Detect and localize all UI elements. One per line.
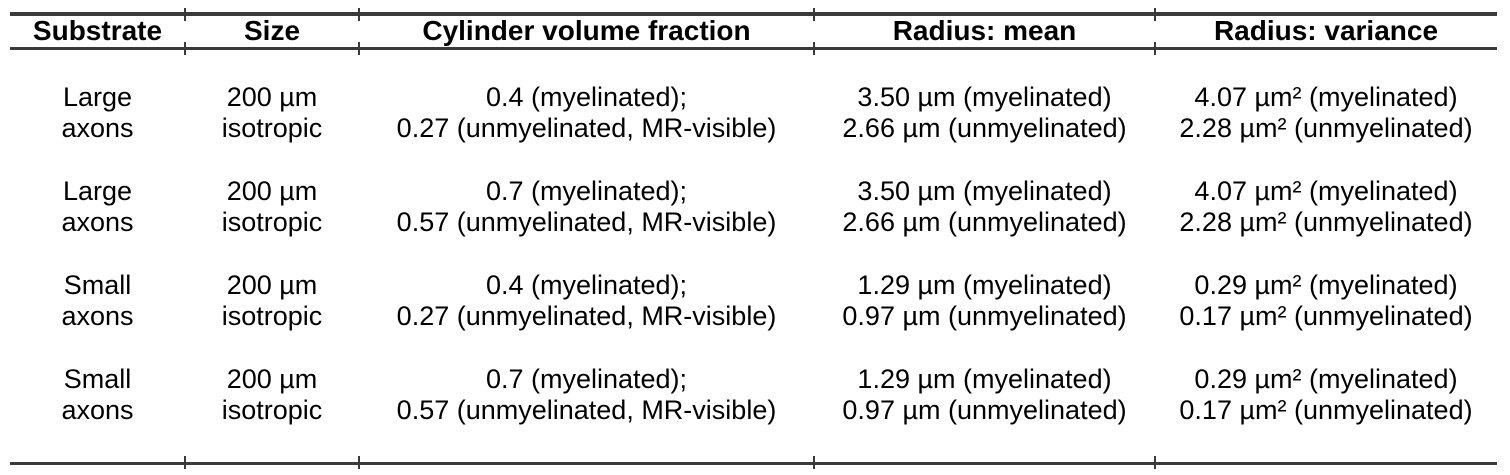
table-row: Large axons 200 µm isotropic 0.7 (myelin… [10, 176, 1497, 238]
cell-line: 0.17 µm² (unmyelinated) [1179, 395, 1473, 425]
table-row: Small axons 200 µm isotropic 0.4 (myelin… [10, 270, 1497, 332]
table-row: Small axons 200 µm isotropic 0.7 (myelin… [10, 364, 1497, 426]
cell-substrate: Large axons [10, 82, 185, 144]
column-header-radius-variance: Radius: variance [1213, 15, 1439, 46]
cell-line: 0.57 (unmyelinated, MR-visible) [396, 207, 777, 237]
column-separator-tick [813, 8, 815, 21]
cell-line: Small [63, 270, 132, 300]
column-header-substrate: Substrate [32, 15, 163, 46]
cell-line: isotropic [221, 207, 323, 237]
cell-radius-variance: 0.29 µm² (myelinated) 0.17 µm² (unmyelin… [1155, 270, 1497, 332]
cell-radius-variance: 0.29 µm² (myelinated) 0.17 µm² (unmyelin… [1155, 364, 1497, 426]
cell-radius-mean: 1.29 µm (myelinated) 0.97 µm (unmyelinat… [814, 364, 1155, 426]
cell-line: 0.4 (myelinated); [485, 270, 688, 300]
cell-radius-mean: 3.50 µm (myelinated) 2.66 µm (unmyelinat… [814, 176, 1155, 238]
column-header-size: Size [243, 15, 301, 46]
column-separator-tick [184, 8, 186, 21]
table-bottom-rule [10, 462, 1497, 465]
cell-cylinder-volume-fraction: 0.4 (myelinated); 0.27 (unmyelinated, MR… [359, 82, 814, 144]
cell-line: axons [61, 301, 134, 331]
cell-line: 0.4 (myelinated); [485, 82, 688, 112]
column-separator-tick [1154, 8, 1156, 21]
cell-line: 0.27 (unmyelinated, MR-visible) [396, 301, 777, 331]
cell-cylinder-volume-fraction: 0.4 (myelinated); 0.27 (unmyelinated, MR… [359, 270, 814, 332]
column-separator-tick [184, 456, 186, 469]
table-top-rule [10, 12, 1497, 16]
cell-line: 0.97 µm (unmyelinated) [842, 301, 1127, 331]
cell-line: 2.28 µm² (unmyelinated) [1179, 207, 1473, 237]
cell-radius-mean: 1.29 µm (myelinated) 0.97 µm (unmyelinat… [814, 270, 1155, 332]
cell-line: 2.66 µm (unmyelinated) [842, 113, 1127, 143]
table-header-rule [10, 47, 1497, 50]
cell-size: 200 µm isotropic [185, 270, 359, 332]
cell-substrate: Small axons [10, 364, 185, 426]
cell-size: 200 µm isotropic [185, 82, 359, 144]
cell-radius-mean: 3.50 µm (myelinated) 2.66 µm (unmyelinat… [814, 82, 1155, 144]
table-header-row: Substrate Size Cylinder volume fraction … [10, 15, 1497, 47]
cell-line: 1.29 µm (myelinated) [857, 364, 1112, 394]
table-body: Large axons 200 µm isotropic 0.4 (myelin… [10, 50, 1497, 426]
cell-size: 200 µm isotropic [185, 176, 359, 238]
cell-line: axons [61, 207, 134, 237]
cell-cylinder-volume-fraction: 0.7 (myelinated); 0.57 (unmyelinated, MR… [359, 176, 814, 238]
cell-line: axons [61, 395, 134, 425]
cell-substrate: Small axons [10, 270, 185, 332]
cell-size: 200 µm isotropic [185, 364, 359, 426]
cell-line: 2.28 µm² (unmyelinated) [1179, 113, 1473, 143]
column-header-radius-mean: Radius: mean [892, 15, 1077, 46]
cell-line: 0.29 µm² (myelinated) [1194, 270, 1458, 300]
cell-line: 200 µm [226, 364, 318, 394]
cell-line: 2.66 µm (unmyelinated) [842, 207, 1127, 237]
cell-line: Large [62, 82, 133, 112]
column-separator-tick [1154, 42, 1156, 55]
column-separator-tick [1154, 456, 1156, 469]
column-separator-tick [813, 42, 815, 55]
cell-line: 1.29 µm (myelinated) [857, 270, 1112, 300]
cell-cylinder-volume-fraction: 0.7 (myelinated); 0.57 (unmyelinated, MR… [359, 364, 814, 426]
cell-line: 3.50 µm (myelinated) [857, 82, 1112, 112]
cell-radius-variance: 4.07 µm² (myelinated) 2.28 µm² (unmyelin… [1155, 176, 1497, 238]
cell-radius-variance: 4.07 µm² (myelinated) 2.28 µm² (unmyelin… [1155, 82, 1497, 144]
column-separator-tick [358, 8, 360, 21]
table-row: Large axons 200 µm isotropic 0.4 (myelin… [10, 82, 1497, 144]
cell-line: 200 µm [226, 82, 318, 112]
cell-line: Small [63, 364, 132, 394]
cell-line: 0.7 (myelinated); [485, 176, 688, 206]
cell-line: 4.07 µm² (myelinated) [1194, 82, 1458, 112]
cell-line: isotropic [221, 301, 323, 331]
cell-line: 200 µm [226, 176, 318, 206]
cell-line: 0.97 µm (unmyelinated) [842, 395, 1127, 425]
cell-line: 200 µm [226, 270, 318, 300]
cell-substrate: Large axons [10, 176, 185, 238]
cell-line: isotropic [221, 113, 323, 143]
cell-line: Large [62, 176, 133, 206]
column-separator-tick [813, 456, 815, 469]
cell-line: 0.57 (unmyelinated, MR-visible) [396, 395, 777, 425]
cell-line: 0.29 µm² (myelinated) [1194, 364, 1458, 394]
cell-line: 0.27 (unmyelinated, MR-visible) [396, 113, 777, 143]
cell-line: isotropic [221, 395, 323, 425]
cell-line: axons [61, 113, 134, 143]
cell-line: 4.07 µm² (myelinated) [1194, 176, 1458, 206]
column-separator-tick [358, 42, 360, 55]
cell-line: 0.17 µm² (unmyelinated) [1179, 301, 1473, 331]
cell-line: 3.50 µm (myelinated) [857, 176, 1112, 206]
column-separator-tick [358, 456, 360, 469]
column-header-cylinder-volume-fraction: Cylinder volume fraction [422, 15, 751, 46]
cell-line: 0.7 (myelinated); [485, 364, 688, 394]
column-separator-tick [184, 42, 186, 55]
